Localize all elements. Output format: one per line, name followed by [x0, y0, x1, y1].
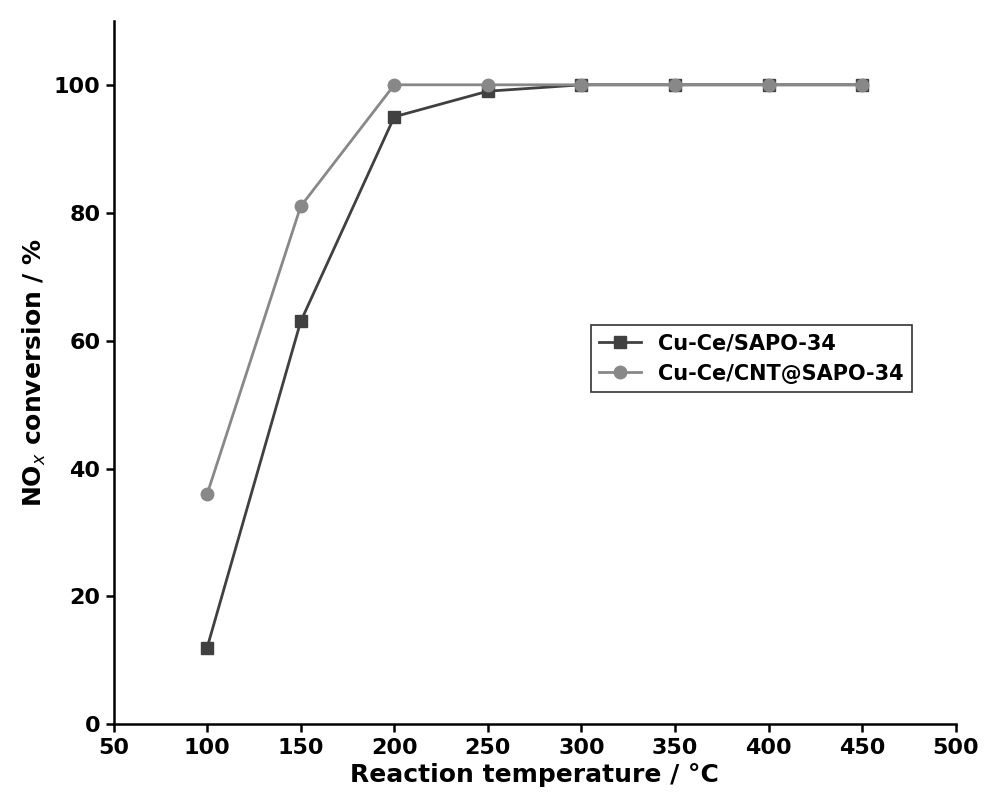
Cu-Ce/CNT@SAPO-34 [575, 80, 587, 90]
Y-axis label: NO$_x$ conversion / %: NO$_x$ conversion / % [21, 238, 48, 507]
Cu-Ce/CNT@SAPO-34 [201, 490, 213, 499]
Cu-Ce/SAPO-34 [763, 80, 775, 90]
Legend: Cu-Ce/SAPO-34, Cu-Ce/CNT@SAPO-34: Cu-Ce/SAPO-34, Cu-Ce/CNT@SAPO-34 [591, 325, 912, 392]
X-axis label: Reaction temperature / °C: Reaction temperature / °C [350, 764, 719, 787]
Cu-Ce/SAPO-34 [575, 80, 587, 90]
Cu-Ce/SAPO-34 [388, 112, 400, 122]
Cu-Ce/SAPO-34 [856, 80, 868, 90]
Cu-Ce/CNT@SAPO-34 [295, 201, 307, 211]
Cu-Ce/CNT@SAPO-34 [482, 80, 494, 90]
Cu-Ce/SAPO-34 [201, 643, 213, 653]
Line: Cu-Ce/SAPO-34: Cu-Ce/SAPO-34 [201, 78, 869, 654]
Cu-Ce/CNT@SAPO-34 [856, 80, 868, 90]
Cu-Ce/SAPO-34 [669, 80, 681, 90]
Cu-Ce/SAPO-34 [482, 86, 494, 96]
Cu-Ce/CNT@SAPO-34 [669, 80, 681, 90]
Line: Cu-Ce/CNT@SAPO-34: Cu-Ce/CNT@SAPO-34 [201, 78, 869, 500]
Cu-Ce/SAPO-34 [295, 317, 307, 326]
Cu-Ce/CNT@SAPO-34 [763, 80, 775, 90]
Cu-Ce/CNT@SAPO-34 [388, 80, 400, 90]
